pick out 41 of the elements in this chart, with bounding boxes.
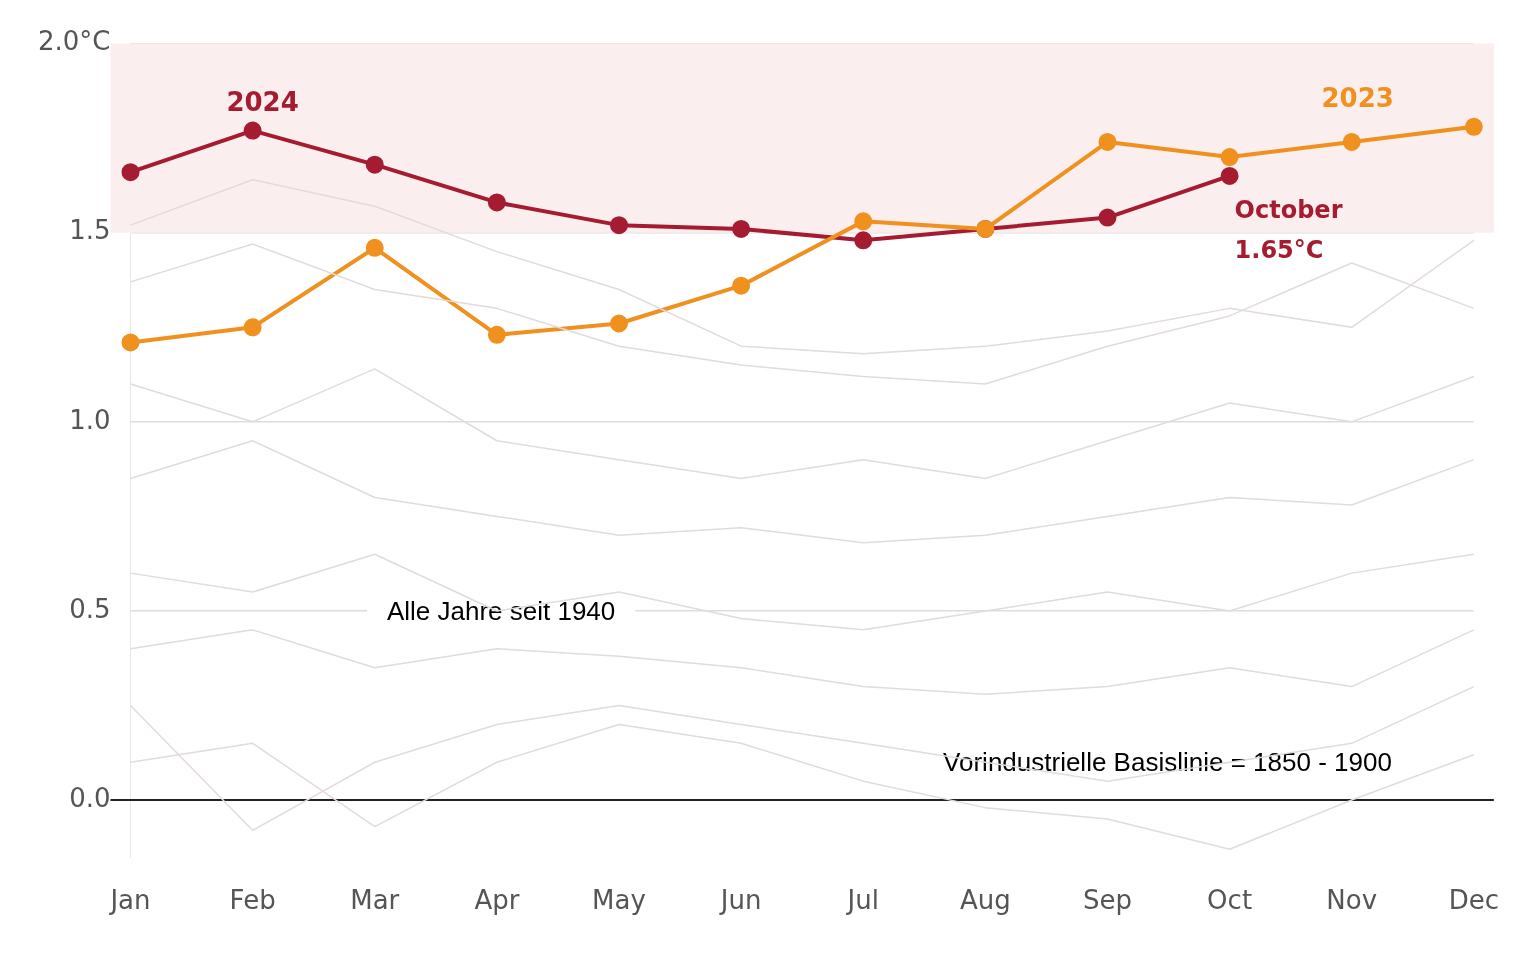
point bbox=[487, 193, 506, 212]
y-tick-label: 1.5 bbox=[69, 215, 111, 246]
point bbox=[609, 314, 628, 333]
point bbox=[1342, 132, 1361, 151]
point bbox=[1220, 166, 1239, 185]
x-tick-label: Sep bbox=[1082, 885, 1132, 916]
y-tick-label: 2.0°C bbox=[37, 26, 111, 57]
point bbox=[487, 325, 506, 344]
x-tick-label: Dec bbox=[1448, 885, 1499, 916]
y-tick-label: 1.0 bbox=[69, 404, 111, 435]
point bbox=[1098, 132, 1117, 151]
x-tick-label: Feb bbox=[229, 885, 276, 916]
point bbox=[1464, 117, 1483, 136]
point bbox=[365, 238, 384, 257]
x-tick-label: Jan bbox=[108, 885, 151, 916]
x-tick-label: May bbox=[592, 885, 646, 916]
point bbox=[121, 163, 140, 182]
point bbox=[1098, 208, 1117, 227]
annotation: October 1.65°C bbox=[1234, 195, 1343, 264]
x-tick-label: Oct bbox=[1207, 885, 1253, 916]
y-tick-label: 0.5 bbox=[69, 593, 111, 624]
series-label: 2023 bbox=[1321, 82, 1394, 113]
point bbox=[243, 121, 262, 140]
point bbox=[1220, 148, 1239, 167]
point bbox=[732, 276, 751, 295]
point bbox=[854, 212, 873, 231]
point bbox=[854, 231, 873, 250]
point bbox=[243, 318, 262, 337]
y-tick-label: 0.0 bbox=[69, 782, 111, 813]
x-tick-label: Jun bbox=[718, 885, 762, 916]
series-label: 2024 bbox=[226, 86, 299, 117]
x-tick-label: Mar bbox=[350, 885, 400, 916]
x-tick-label: Apr bbox=[474, 885, 520, 916]
x-tick-label: Jul bbox=[845, 885, 879, 916]
annotation: Alle Jahre seit 1940 bbox=[386, 595, 616, 626]
point bbox=[609, 216, 628, 235]
point bbox=[121, 333, 140, 352]
point bbox=[732, 219, 751, 238]
x-tick-label: Nov bbox=[1326, 885, 1378, 916]
x-tick-label: Aug bbox=[959, 885, 1011, 916]
point bbox=[365, 155, 384, 174]
